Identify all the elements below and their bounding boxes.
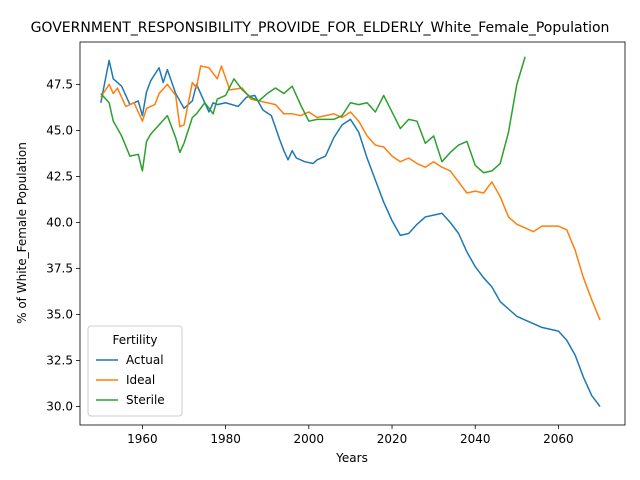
y-tick-label: 35.0 [46,308,73,322]
series-line-sterile [100,56,526,174]
x-tick-label: 2020 [377,432,408,446]
legend-label: Ideal [126,373,155,387]
y-tick-label: 45.0 [46,123,73,137]
legend-label: Actual [126,353,164,367]
legend-title: Fertility [112,333,157,347]
x-axis: 1960 1980 2000 2020 2040 2060 [127,425,574,446]
legend: Fertility Actual Ideal Sterile [87,325,183,417]
x-tick-label: 2000 [294,432,325,446]
plot-frame [79,41,626,426]
x-axis-label: Years [335,451,368,465]
x-tick-label: 2040 [460,432,491,446]
series-line-actual [100,59,601,408]
series-line-ideal [100,65,601,321]
legend-box [87,325,183,417]
y-axis: 30.0 32.5 35.0 37.5 40.0 42.5 45.0 47.5 [46,77,80,414]
y-tick-label: 40.0 [46,215,73,229]
x-tick-label: 1960 [127,432,158,446]
y-tick-label: 42.5 [46,169,73,183]
y-axis-label: % of White_Female Population [15,142,29,324]
y-tick-label: 37.5 [46,261,73,275]
x-tick-label: 1980 [210,432,241,446]
x-tick-label: 2060 [543,432,574,446]
series-layer [100,56,601,408]
legend-label: Sterile [126,393,165,407]
chart-title: GOVERNMENT_RESPONSIBILITY_PROVIDE_FOR_EL… [31,20,610,36]
y-tick-label: 47.5 [46,77,73,91]
y-tick-label: 30.0 [46,400,73,414]
y-tick-label: 32.5 [46,354,73,368]
